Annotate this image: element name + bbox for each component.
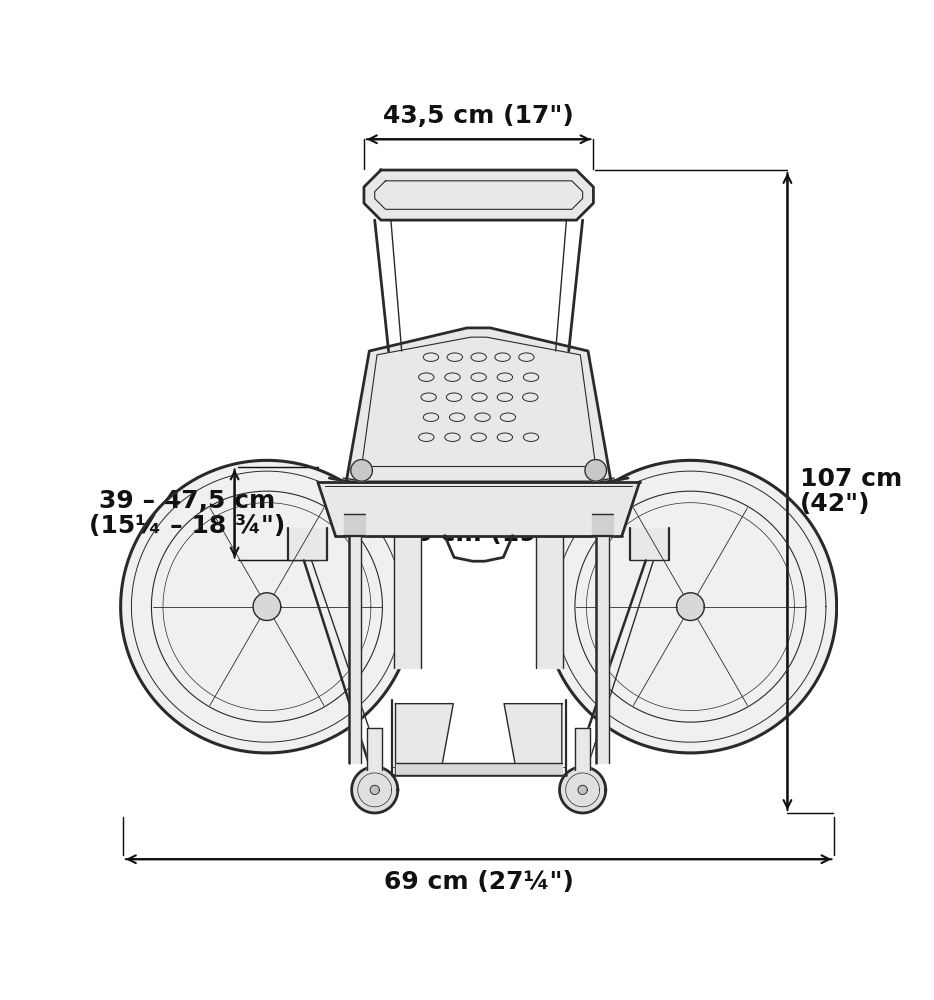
Polygon shape [585,460,606,481]
Polygon shape [630,528,669,560]
Polygon shape [367,728,382,770]
Polygon shape [348,536,361,763]
Polygon shape [536,514,563,668]
Polygon shape [370,785,379,795]
Text: 48 cm (19"): 48 cm (19") [397,522,560,546]
Polygon shape [253,593,281,620]
Text: 39 – 47,5 cm: 39 – 47,5 cm [99,489,275,513]
Polygon shape [395,704,453,774]
Polygon shape [120,460,413,753]
Text: (15¼ – 18 ¾"): (15¼ – 18 ¾") [89,514,285,538]
Polygon shape [559,767,606,813]
Polygon shape [597,536,609,763]
Polygon shape [394,514,421,668]
Polygon shape [395,763,562,774]
Text: (42"): (42") [800,492,870,516]
Polygon shape [347,328,611,482]
Polygon shape [504,704,562,774]
Polygon shape [575,728,590,770]
Polygon shape [344,514,365,536]
Text: 69 cm (27¼"): 69 cm (27¼") [384,870,573,894]
Polygon shape [578,785,587,795]
Polygon shape [676,593,704,620]
Polygon shape [289,528,327,560]
Polygon shape [592,514,614,536]
Polygon shape [351,460,373,481]
Polygon shape [318,482,640,536]
Polygon shape [364,170,593,220]
Polygon shape [545,460,837,753]
Text: 43,5 cm (17"): 43,5 cm (17") [383,104,574,128]
Polygon shape [351,767,398,813]
Text: 107 cm: 107 cm [800,467,902,491]
